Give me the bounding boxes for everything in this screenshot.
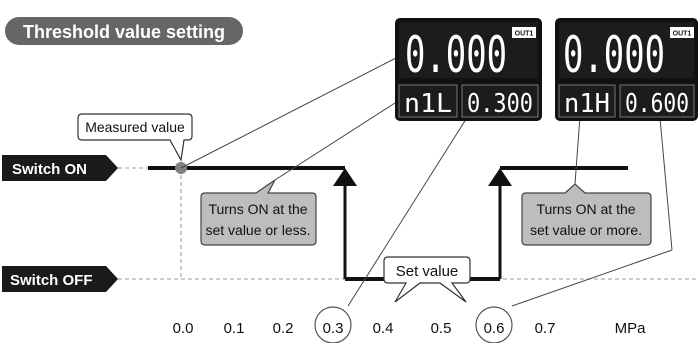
switch-off-label: Switch OFF bbox=[2, 266, 118, 292]
title-text: Threshold value setting bbox=[23, 22, 225, 42]
transition-arrow-right bbox=[488, 168, 512, 279]
display-left-main-value: 0.000 bbox=[405, 26, 507, 84]
title-badge: Threshold value setting bbox=[5, 17, 243, 45]
transition-arrow-left bbox=[333, 168, 357, 279]
display-right-set-value: 0.600 bbox=[625, 89, 689, 119]
connector-main-to-dot bbox=[180, 56, 399, 169]
connector-mode-right bbox=[574, 115, 581, 185]
connector-lines bbox=[180, 56, 673, 307]
svg-text:Measured value: Measured value bbox=[85, 119, 185, 135]
svg-text:Switch ON: Switch ON bbox=[12, 161, 87, 178]
connector-set-left bbox=[347, 115, 469, 307]
connector-mode-left bbox=[274, 102, 396, 181]
axis-tick-label: 0.0 bbox=[173, 320, 194, 337]
note-right: Turns ON at the set value or more. bbox=[521, 183, 652, 246]
measured-value-callout: Measured value bbox=[77, 113, 193, 162]
display-left: 0.000 OUT1 n1L 0.300 bbox=[395, 18, 542, 121]
svg-text:Set value: Set value bbox=[396, 263, 459, 280]
connector-right-to-circle bbox=[511, 249, 673, 307]
axis-tick-label: 0.4 bbox=[373, 320, 394, 337]
note-left: Turns ON at the set value or less. bbox=[200, 179, 317, 246]
set-value-callout: Set value bbox=[383, 256, 471, 303]
switch-on-label: Switch ON bbox=[2, 155, 118, 181]
display-right-main-value: 0.000 bbox=[563, 26, 665, 84]
highlight-circle-low bbox=[314, 306, 352, 343]
axis-tick-label: 0.2 bbox=[273, 320, 294, 337]
display-right: 0.000 OUT1 n1H 0.600 bbox=[555, 18, 698, 121]
pressure-axis: 0.0 0.1 0.2 0.3 0.4 0.5 0.6 0.7 bbox=[173, 320, 556, 337]
display-left-out-badge: OUT1 bbox=[515, 31, 534, 38]
svg-text:set value or more.: set value or more. bbox=[530, 222, 642, 238]
svg-text:set value or less.: set value or less. bbox=[205, 222, 310, 238]
axis-tick-label: 0.3 bbox=[323, 320, 344, 337]
connector-set-right bbox=[659, 117, 673, 251]
highlight-circle-high bbox=[475, 306, 513, 343]
svg-text:Switch OFF: Switch OFF bbox=[10, 272, 93, 289]
display-left-set-value: 0.300 bbox=[467, 89, 533, 119]
display-left-mode: n1L bbox=[404, 89, 452, 119]
svg-text:Turns ON at the: Turns ON at the bbox=[208, 201, 307, 217]
axis-tick-label: 0.5 bbox=[431, 320, 452, 337]
axis-tick-label: 0.6 bbox=[484, 320, 505, 337]
svg-text:Turns ON at the: Turns ON at the bbox=[536, 201, 635, 217]
axis-tick-label: 0.1 bbox=[224, 320, 245, 337]
axis-unit: MPa bbox=[615, 320, 647, 337]
axis-tick-label: 0.7 bbox=[535, 320, 556, 337]
display-right-out-badge: OUT1 bbox=[673, 31, 692, 38]
display-right-mode: n1H bbox=[564, 89, 610, 119]
